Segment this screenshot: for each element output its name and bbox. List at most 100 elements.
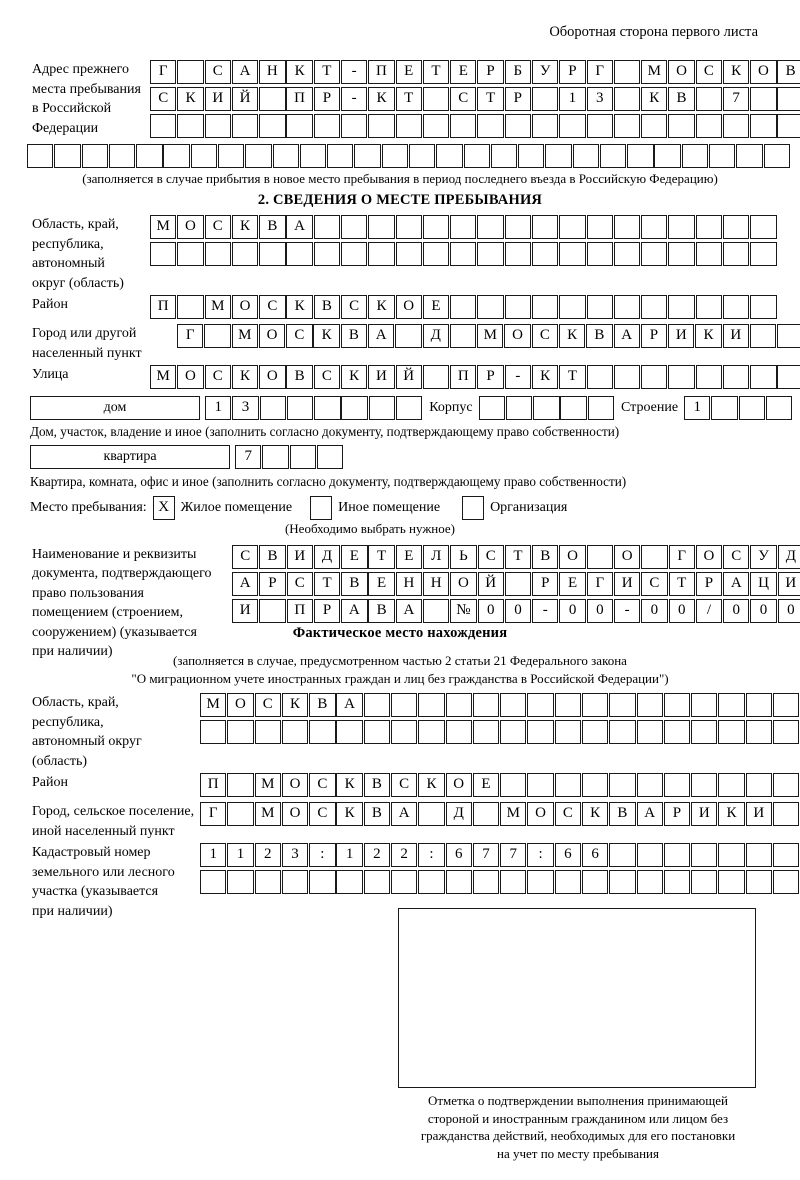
char-cell[interactable]: [200, 870, 227, 895]
char-cell[interactable]: [636, 720, 663, 745]
char-cell[interactable]: -: [340, 87, 368, 112]
char-cell[interactable]: С: [390, 773, 418, 798]
char-cell[interactable]: В: [309, 693, 336, 718]
char-cell[interactable]: О: [259, 365, 286, 390]
char-cell[interactable]: [663, 870, 691, 895]
char-cell[interactable]: [314, 396, 341, 421]
char-cell[interactable]: К: [368, 87, 395, 112]
char-cell[interactable]: [422, 215, 450, 239]
char-cell[interactable]: О: [177, 365, 204, 390]
char-cell[interactable]: [341, 396, 368, 421]
char-cell[interactable]: П: [150, 295, 177, 319]
char-cell[interactable]: [259, 599, 286, 624]
char-cell[interactable]: [177, 295, 204, 319]
char-cell[interactable]: [340, 114, 368, 139]
char-cell[interactable]: Г: [150, 60, 177, 84]
char-cell[interactable]: К: [418, 773, 445, 798]
char-cell[interactable]: А: [367, 324, 395, 349]
char-cell[interactable]: [313, 215, 341, 239]
char-cell[interactable]: [745, 773, 773, 798]
char-cell[interactable]: Т: [368, 544, 395, 569]
char-cell[interactable]: [609, 773, 636, 798]
char-cell[interactable]: Р: [477, 60, 504, 84]
char-cell[interactable]: С: [286, 324, 313, 349]
char-cell[interactable]: [500, 720, 527, 745]
char-cell[interactable]: 0: [668, 599, 695, 624]
char-cell[interactable]: [286, 114, 313, 139]
char-cell[interactable]: С: [286, 571, 313, 596]
char-cell[interactable]: [738, 396, 765, 421]
char-cell[interactable]: [231, 242, 259, 267]
char-cell[interactable]: [745, 693, 773, 718]
char-cell[interactable]: [722, 365, 750, 390]
char-cell[interactable]: [463, 143, 490, 168]
char-cell[interactable]: [422, 114, 450, 139]
char-cell[interactable]: Н: [259, 60, 286, 84]
char-cell[interactable]: [695, 114, 723, 139]
char-cell[interactable]: [368, 114, 395, 139]
char-cell[interactable]: К: [718, 802, 745, 827]
char-cell[interactable]: С: [313, 365, 341, 390]
char-cell[interactable]: А: [395, 599, 423, 624]
char-cell[interactable]: Н: [422, 571, 450, 596]
char-cell[interactable]: И: [286, 544, 313, 569]
char-cell[interactable]: [527, 720, 554, 745]
char-cell[interactable]: И: [613, 571, 641, 596]
char-cell[interactable]: И: [232, 599, 259, 624]
char-cell[interactable]: [309, 720, 336, 745]
char-cell[interactable]: [668, 242, 695, 267]
char-cell[interactable]: [368, 396, 396, 421]
char-cell[interactable]: [336, 720, 363, 745]
char-cell[interactable]: К: [336, 802, 363, 827]
char-cell[interactable]: [586, 365, 613, 390]
char-cell[interactable]: -: [340, 60, 368, 84]
char-cell[interactable]: [395, 215, 422, 239]
char-cell[interactable]: [772, 843, 800, 868]
char-cell[interactable]: [272, 143, 299, 168]
char-cell[interactable]: О: [559, 544, 586, 569]
char-cell[interactable]: 2: [363, 843, 391, 868]
char-cell[interactable]: [718, 720, 745, 745]
char-cell[interactable]: О: [231, 295, 259, 319]
char-cell[interactable]: [586, 544, 614, 569]
char-cell[interactable]: [395, 242, 422, 267]
char-cell[interactable]: [554, 720, 582, 745]
char-cell[interactable]: М: [231, 324, 258, 349]
char-cell[interactable]: [381, 143, 409, 168]
char-cell[interactable]: [695, 242, 723, 267]
char-cell[interactable]: [750, 295, 777, 319]
char-cell[interactable]: Ц: [750, 571, 777, 596]
char-cell[interactable]: О: [750, 60, 777, 84]
char-cell[interactable]: :: [418, 843, 445, 868]
char-cell[interactable]: [763, 143, 790, 168]
char-cell[interactable]: [390, 720, 418, 745]
char-cell[interactable]: 1: [200, 843, 227, 868]
char-cell[interactable]: [709, 143, 736, 168]
char-cell[interactable]: С: [450, 87, 477, 112]
char-cell[interactable]: К: [368, 295, 395, 319]
char-cell[interactable]: М: [254, 773, 281, 798]
char-cell[interactable]: [163, 143, 190, 168]
char-cell[interactable]: [177, 114, 204, 139]
char-cell[interactable]: [554, 693, 582, 718]
char-cell[interactable]: В: [668, 87, 695, 112]
char-cell[interactable]: 7: [500, 843, 527, 868]
char-cell[interactable]: [772, 802, 800, 827]
char-cell[interactable]: [190, 143, 218, 168]
char-cell[interactable]: [718, 870, 745, 895]
char-cell[interactable]: О: [281, 802, 309, 827]
char-cell[interactable]: [722, 114, 750, 139]
korpus-cells[interactable]: [478, 396, 615, 421]
char-cell[interactable]: Е: [341, 544, 368, 569]
char-cell[interactable]: И: [777, 571, 800, 596]
char-cell[interactable]: [627, 143, 654, 168]
char-cell[interactable]: [750, 215, 777, 239]
char-cell[interactable]: [613, 242, 641, 267]
char-cell[interactable]: [750, 114, 777, 139]
char-cell[interactable]: [613, 60, 641, 84]
char-cell[interactable]: [204, 114, 231, 139]
char-cell[interactable]: Р: [559, 60, 586, 84]
char-cell[interactable]: Д: [445, 802, 472, 827]
char-cell[interactable]: А: [231, 60, 259, 84]
char-cell[interactable]: [505, 396, 533, 421]
